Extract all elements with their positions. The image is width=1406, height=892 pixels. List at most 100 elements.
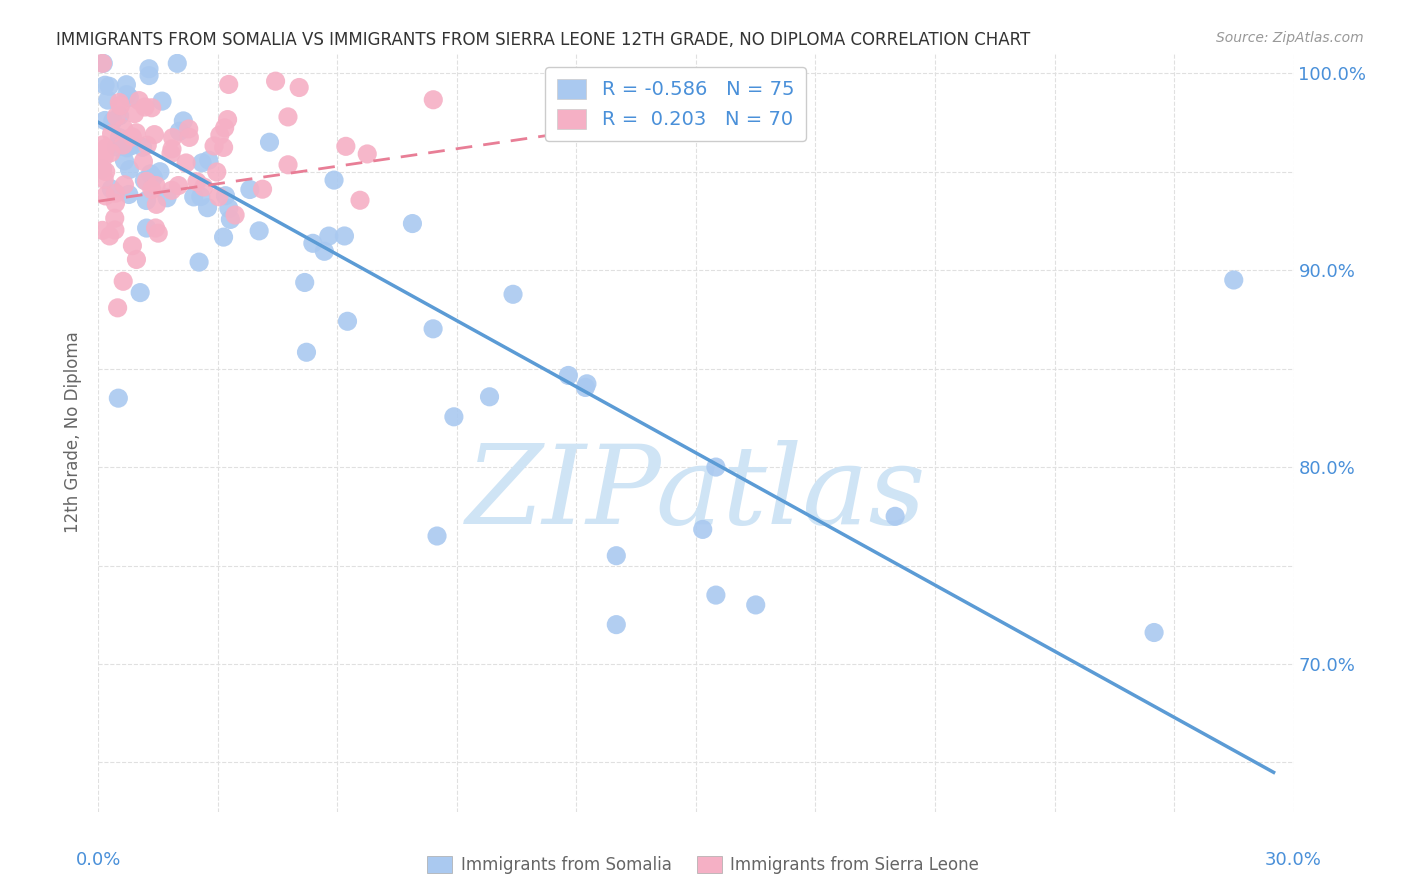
Point [160, 146, 183, 161]
Point [179, 130, 201, 145]
Point [100, 145, 122, 160]
Point [169, 124, 191, 138]
Point [218, 78, 240, 92]
Point [91, 162, 114, 177]
Point [478, 390, 501, 404]
Point [356, 147, 378, 161]
Point [745, 598, 768, 612]
Text: ZIPatlas: ZIPatlas [465, 440, 927, 547]
Point [1222, 273, 1246, 287]
Point [142, 170, 165, 185]
Point [118, 162, 141, 177]
Point [212, 140, 235, 154]
Point [422, 322, 444, 336]
Point [104, 211, 127, 226]
Point [141, 101, 163, 115]
Point [884, 509, 907, 524]
Point [145, 178, 167, 193]
Point [692, 522, 714, 536]
Point [166, 56, 188, 70]
Point [208, 128, 231, 142]
Point [149, 164, 172, 178]
Point [294, 276, 316, 290]
Point [302, 236, 325, 251]
Point [401, 217, 423, 231]
Point [145, 221, 167, 235]
Point [134, 173, 156, 187]
Point [205, 165, 228, 179]
Point [145, 197, 167, 211]
Point [91, 138, 114, 153]
Point [104, 196, 127, 211]
Point [138, 69, 160, 83]
Point [93, 172, 115, 186]
Point [160, 142, 183, 156]
Point [333, 229, 356, 244]
Point [502, 287, 524, 301]
Point [94, 164, 117, 178]
Legend: Immigrants from Somalia, Immigrants from Sierra Leone: Immigrants from Somalia, Immigrants from… [420, 849, 986, 881]
Point [156, 191, 179, 205]
Point [188, 255, 211, 269]
Point [197, 201, 219, 215]
Point [323, 173, 346, 187]
Point [121, 129, 143, 144]
Point [247, 224, 270, 238]
Point [107, 301, 129, 315]
Point [101, 114, 124, 128]
Point [177, 122, 200, 136]
Point [259, 135, 281, 149]
Point [94, 113, 117, 128]
Point [605, 549, 627, 563]
Y-axis label: 12th Grade, No Diploma: 12th Grade, No Diploma [65, 332, 83, 533]
Point [1143, 625, 1166, 640]
Point [219, 212, 242, 227]
Point [112, 274, 135, 288]
Point [105, 140, 128, 154]
Point [104, 186, 127, 201]
Point [128, 94, 150, 108]
Point [704, 588, 727, 602]
Point [186, 175, 208, 189]
Point [193, 180, 215, 194]
Point [139, 167, 162, 181]
Point [118, 187, 141, 202]
Point [277, 158, 299, 172]
Point [121, 138, 143, 153]
Point [91, 146, 114, 161]
Point [422, 93, 444, 107]
Point [335, 139, 357, 153]
Point [183, 190, 205, 204]
Point [98, 229, 121, 244]
Point [110, 98, 132, 112]
Point [252, 182, 274, 196]
Text: 30.0%: 30.0% [1265, 851, 1322, 869]
Point [208, 190, 231, 204]
Point [212, 230, 235, 244]
Point [172, 114, 194, 128]
Point [132, 154, 155, 169]
Point [124, 106, 146, 120]
Point [605, 617, 627, 632]
Text: Source: ZipAtlas.com: Source: ZipAtlas.com [1216, 31, 1364, 45]
Point [107, 391, 129, 405]
Point [105, 109, 128, 123]
Point [191, 155, 214, 169]
Point [135, 174, 157, 188]
Point [557, 368, 579, 383]
Text: 0.0%: 0.0% [76, 851, 121, 869]
Point [202, 139, 225, 153]
Point [704, 460, 727, 475]
Point [148, 226, 170, 240]
Point [138, 62, 160, 76]
Point [115, 78, 138, 92]
Point [100, 182, 122, 196]
Point [277, 110, 299, 124]
Point [162, 130, 184, 145]
Point [135, 221, 157, 235]
Point [94, 189, 117, 203]
Point [318, 229, 340, 244]
Point [112, 178, 135, 192]
Point [108, 130, 131, 145]
Point [129, 285, 152, 300]
